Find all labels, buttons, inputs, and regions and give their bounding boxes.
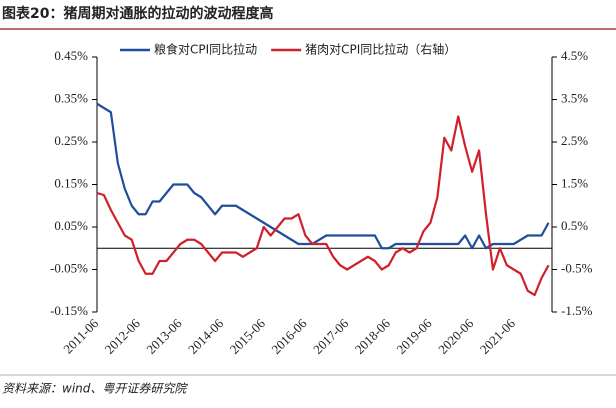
- y2-tick-label: 0.5%: [561, 218, 588, 233]
- source: 资料来源：wind、粤开证券研究院: [2, 382, 188, 396]
- x-tick-label: 2018-06: [352, 315, 394, 357]
- x-tick-label: 2011-06: [60, 315, 101, 356]
- y-tick-label: -0.15%: [50, 303, 88, 318]
- x-tick-label: 2019-06: [393, 315, 435, 357]
- x-tick-label: 2015-06: [227, 315, 269, 357]
- y2-tick-label: -1.5%: [561, 303, 593, 318]
- x-tick-label: 2017-06: [310, 315, 352, 357]
- y2-tick-label: 1.5%: [561, 175, 588, 190]
- legend-label: 粮食对CPI同比拉动: [154, 42, 257, 57]
- x-tick-label: 2013-06: [143, 315, 185, 357]
- y2-tick-label: -0.5%: [561, 260, 593, 275]
- x-tick-label: 2012-06: [102, 315, 144, 357]
- y-tick-label: 0.45%: [54, 48, 88, 63]
- legend-label: 猪肉对CPI同比拉动（右轴）: [305, 42, 456, 57]
- y-tick-label: 0.25%: [54, 133, 88, 148]
- series-line: [96, 102, 550, 250]
- chart-title: 图表20：猪周期对通胀的拉动的波动程度高: [2, 5, 273, 22]
- y-tick-label: 0.15%: [54, 175, 88, 190]
- y-tick-label: 0.35%: [54, 90, 88, 105]
- y2-tick-label: 3.5%: [561, 90, 588, 105]
- x-tick-label: 2014-06: [185, 315, 227, 357]
- y2-tick-label: 2.5%: [561, 133, 588, 148]
- y-tick-label: -0.05%: [50, 260, 88, 275]
- x-tick-label: 2016-06: [268, 315, 310, 357]
- y2-tick-label: 4.5%: [561, 48, 588, 63]
- series-line: [96, 115, 550, 297]
- x-tick-label: 2020-06: [435, 315, 477, 357]
- y-tick-label: 0.05%: [54, 218, 88, 233]
- x-tick-label: 2021-06: [477, 315, 519, 357]
